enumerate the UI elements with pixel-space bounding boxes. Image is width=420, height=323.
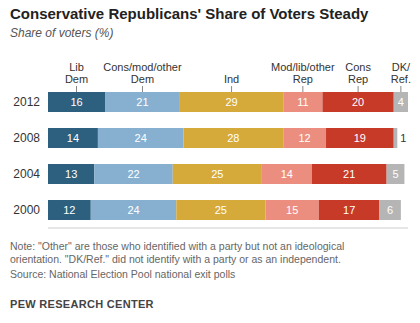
svg-text:2012: 2012: [13, 95, 40, 109]
svg-text:12: 12: [299, 132, 311, 144]
svg-text:Mod/lib/other: Mod/lib/other: [271, 61, 335, 73]
svg-text:17: 17: [343, 204, 355, 216]
svg-text:2008: 2008: [13, 131, 40, 145]
svg-text:4: 4: [398, 96, 404, 108]
svg-text:2004: 2004: [13, 167, 40, 181]
svg-text:15: 15: [286, 204, 298, 216]
svg-text:14: 14: [67, 132, 79, 144]
svg-text:16: 16: [70, 96, 82, 108]
svg-text:Rep: Rep: [293, 73, 313, 85]
svg-text:11: 11: [297, 96, 308, 108]
svg-text:6: 6: [387, 204, 393, 216]
svg-text:21: 21: [343, 168, 355, 180]
svg-text:Ref.: Ref.: [391, 73, 411, 85]
html-text:Share of voters (%): Share of voters (%): [10, 26, 114, 40]
html-text:Note: "Other" are those who id: Note: "Other" are those who identified w…: [10, 240, 345, 265]
svg-text:Cons/mod/other: Cons/mod/other: [103, 61, 182, 73]
html-text:PEW RESEARCH CENTER: PEW RESEARCH CENTER: [10, 298, 154, 310]
svg-text:2000: 2000: [13, 203, 40, 217]
html-text:Source: National Election Pool: Source: National Election Pool national …: [10, 268, 236, 280]
svg-text:24: 24: [135, 132, 147, 144]
svg-text:Lib: Lib: [69, 61, 84, 73]
svg-text:Dem: Dem: [65, 73, 88, 85]
svg-text:Rep: Rep: [348, 73, 368, 85]
svg-text:28: 28: [227, 132, 239, 144]
svg-text:25: 25: [215, 204, 227, 216]
svg-text:24: 24: [127, 204, 139, 216]
svg-text:25: 25: [211, 168, 223, 180]
svg-text:14: 14: [281, 168, 293, 180]
svg-text:12: 12: [63, 204, 75, 216]
svg-text:Ind: Ind: [224, 73, 239, 85]
svg-text:29: 29: [225, 96, 237, 108]
svg-text:Cons: Cons: [345, 61, 371, 73]
svg-text:5: 5: [392, 168, 398, 180]
svg-text:13: 13: [65, 168, 77, 180]
svg-text:1: 1: [400, 132, 406, 144]
svg-text:DK/: DK/: [392, 61, 411, 73]
svg-text:19: 19: [354, 132, 366, 144]
svg-text:Dem: Dem: [131, 73, 154, 85]
svg-text:22: 22: [127, 168, 139, 180]
svg-text:21: 21: [136, 96, 148, 108]
html-text:Conservative Republicans' Shar: Conservative Republicans' Share of Voter…: [10, 5, 369, 22]
svg-text:20: 20: [352, 96, 364, 108]
